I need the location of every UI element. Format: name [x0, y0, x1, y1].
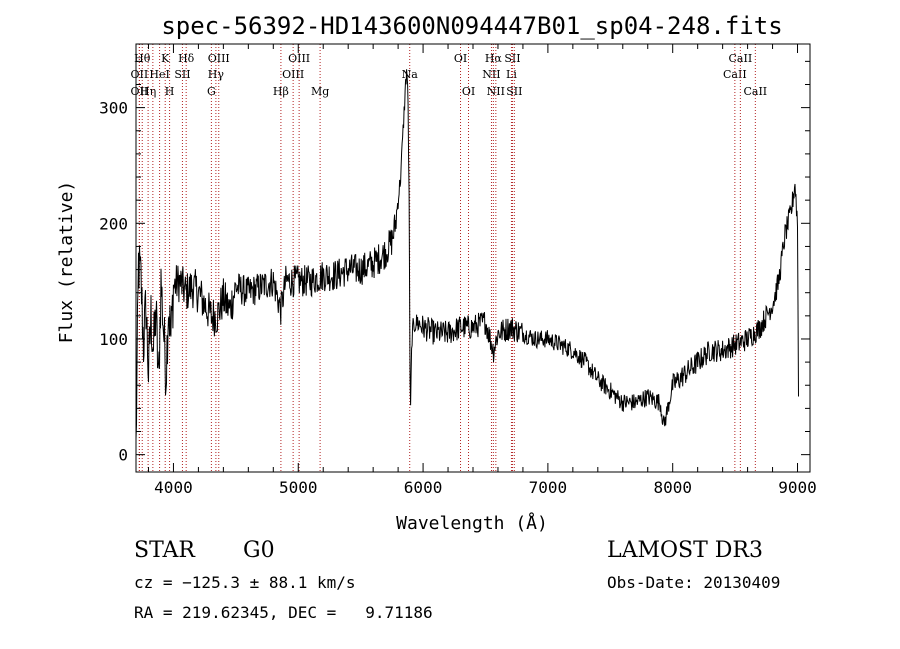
line-marker-label-3: Hη — [140, 85, 156, 98]
line-marker-label-28: CaII — [743, 85, 767, 98]
line-marker-label-11: Hγ — [208, 68, 225, 81]
line-marker-label-15: OIII — [288, 52, 310, 65]
line-marker-label-19: OI — [462, 85, 475, 98]
y-tick-label-200: 200 — [99, 214, 128, 233]
x-tick-label-8000: 8000 — [653, 478, 692, 497]
chart-title: spec-56392-HD143600N094447B01_sp04-248.f… — [161, 12, 782, 40]
redshift-cz: cz = −125.3 ± 88.1 km/s — [134, 573, 356, 592]
y-tick-label-300: 300 — [99, 99, 128, 118]
spectrum-line — [135, 69, 799, 439]
line-marker-label-27: CaII — [729, 52, 753, 65]
line-marker-label-13: Hβ — [273, 85, 289, 98]
obs-date: Obs-Date: 20130409 — [607, 573, 781, 592]
line-marker-label-16: Mg — [311, 85, 329, 98]
line-marker-label-7: H — [165, 85, 175, 98]
x-axis-label: Wavelength (Å) — [396, 512, 548, 534]
line-marker-label-23: Li — [506, 68, 517, 81]
y-axis-label: Flux (relative) — [56, 181, 77, 344]
line-markers: HθOIIOIIHηHeIKHSIIHδGHγOIIIHβOIIIOIIIMgN… — [131, 44, 767, 472]
line-marker-label-21: Hα — [485, 52, 503, 65]
line-marker-label-22: NII — [487, 85, 505, 98]
x-tick-label-7000: 7000 — [529, 478, 568, 497]
x-tick-label-6000: 6000 — [404, 478, 443, 497]
spectral-subclass: G0 — [243, 538, 275, 563]
line-marker-label-24: SII — [504, 52, 520, 65]
ra-dec: RA = 219.62345, DEC = 9.71186 — [134, 603, 433, 622]
x-tick-label-5000: 5000 — [279, 478, 318, 497]
x-tick-label-4000: 4000 — [154, 478, 193, 497]
line-marker-label-14: OIII — [282, 68, 304, 81]
survey-name: LAMOST DR3 — [607, 538, 763, 563]
plot-frame — [135, 43, 811, 473]
line-marker-label-26: CaII — [723, 68, 747, 81]
line-marker-label-12: OIII — [208, 52, 230, 65]
data-layer — [135, 69, 799, 439]
y-tick-label-0: 0 — [118, 446, 128, 465]
spectral-class: STAR — [134, 538, 195, 563]
line-marker-label-8: SII — [174, 68, 190, 81]
line-marker-label-20: NII — [482, 68, 500, 81]
line-marker-label-17: Na — [402, 68, 419, 81]
line-marker-label-9: Hδ — [178, 52, 195, 65]
line-marker-label-5: HeI — [149, 68, 169, 81]
y-tick-label-100: 100 — [99, 330, 128, 349]
axes: 4000 5000 6000 7000 8000 9000 0 100 200 300 — [99, 44, 817, 497]
line-marker-label-2: OII — [131, 85, 149, 98]
line-marker-label-18: OI — [454, 52, 467, 65]
line-marker-label-10: G — [207, 85, 216, 98]
line-marker-label-25: SII — [506, 85, 522, 98]
x-tick-label-9000: 9000 — [778, 478, 817, 497]
line-marker-label-6: K — [161, 52, 170, 65]
